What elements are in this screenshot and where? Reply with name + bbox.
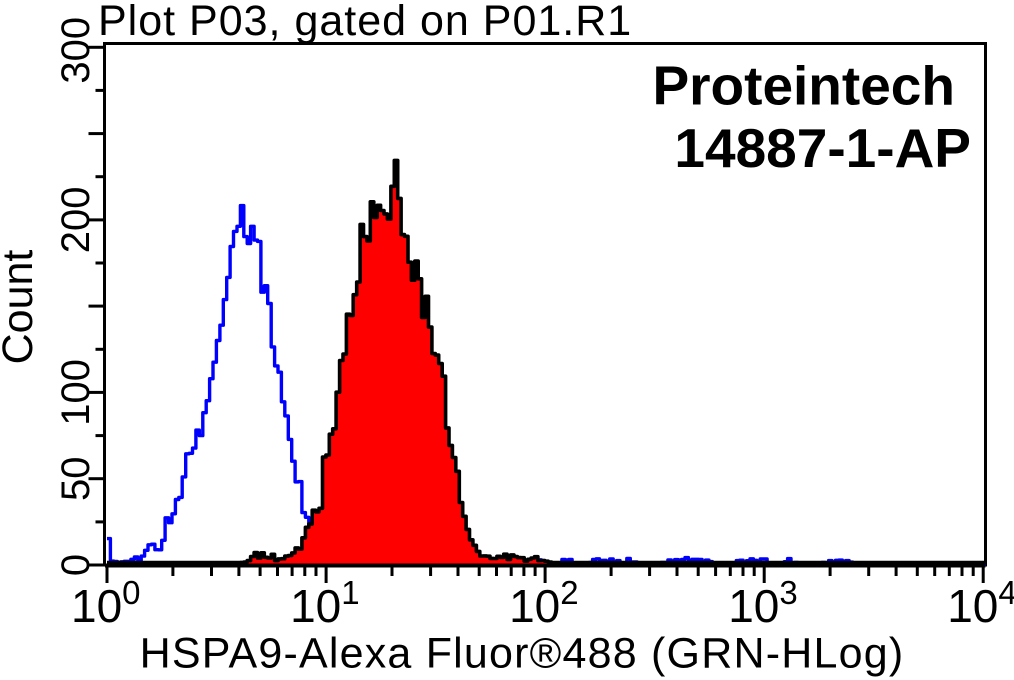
svg-text:14887-1-AP: 14887-1-AP [674,117,971,179]
svg-text:HSPA9-Alexa Fluor®488 (GRN-HLo: HSPA9-Alexa Fluor®488 (GRN-HLog) [140,630,905,678]
svg-text:300: 300 [54,17,98,84]
svg-text:200: 200 [54,187,98,254]
svg-text:100: 100 [54,359,98,426]
svg-text:Proteintech: Proteintech [652,55,955,117]
svg-text:0: 0 [54,554,98,576]
svg-text:50: 50 [54,456,98,501]
svg-text:102: 102 [509,574,579,632]
svg-text:Count: Count [0,250,42,365]
svg-text:Plot P03, gated on P01.R1: Plot P03, gated on P01.R1 [98,0,632,45]
